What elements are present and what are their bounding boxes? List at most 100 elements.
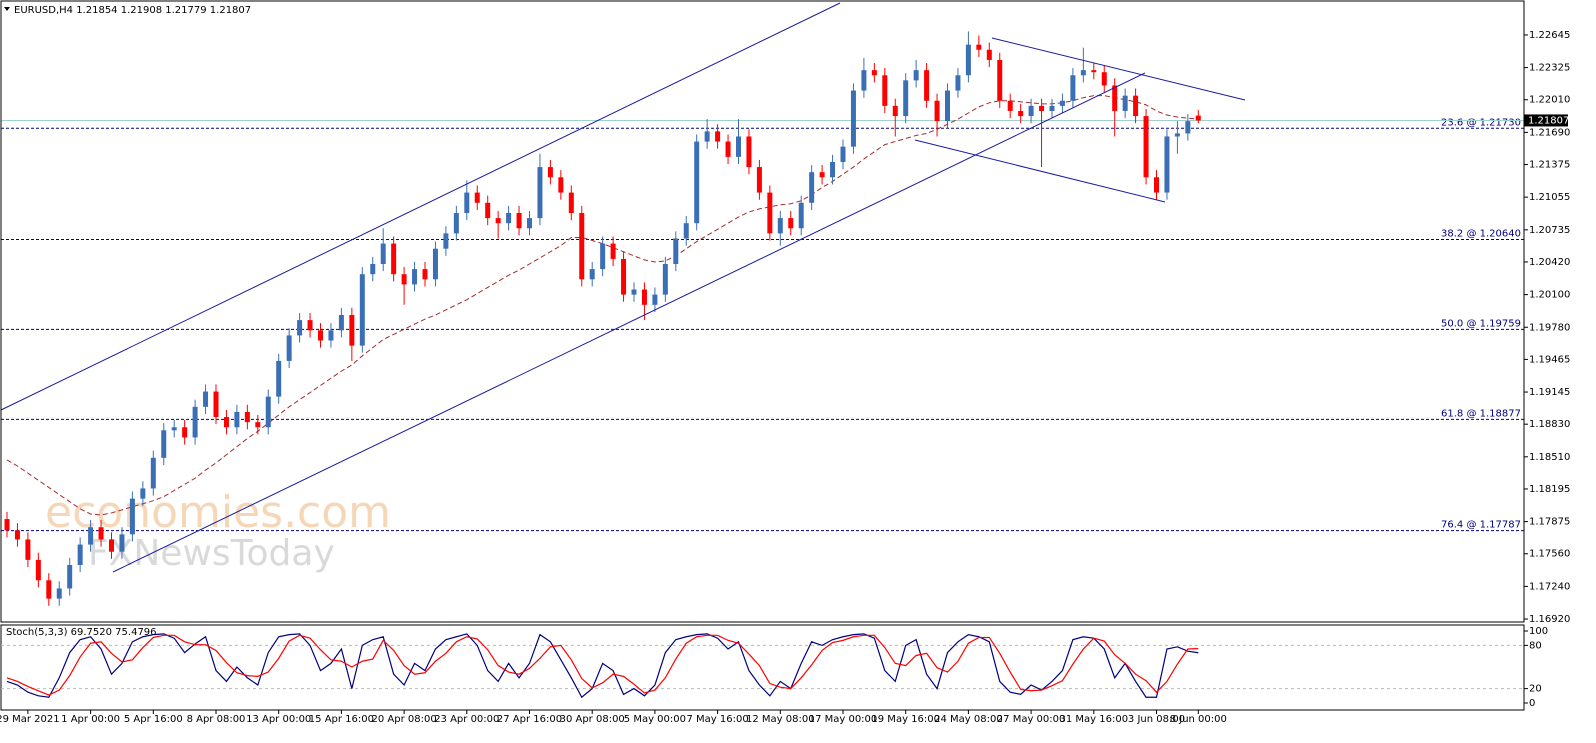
x-tick-label: 5 Apr 16:00 <box>124 714 183 725</box>
x-tick-label: 3 Jun 08:00 <box>1128 714 1185 725</box>
menu-triangle[interactable] <box>4 7 10 11</box>
candle-body <box>725 141 731 157</box>
x-tick-label: 24 May 08:00 <box>934 714 1003 725</box>
x-tick-label: 13 Apr 00:00 <box>246 714 311 725</box>
candle-body <box>1101 72 1107 86</box>
stoch-line <box>6 634 1199 696</box>
y-tick-label: 1.19780 <box>1529 322 1570 333</box>
candle-body <box>192 406 198 438</box>
candle-body <box>652 294 658 305</box>
y-tick-label: 80 <box>1529 640 1542 651</box>
candle-body <box>1174 133 1180 137</box>
candle-body <box>1164 136 1170 193</box>
candle-body <box>683 223 689 239</box>
candle-body <box>579 212 585 280</box>
x-tick-label: 8 Apr 08:00 <box>187 714 246 725</box>
candle-body <box>1070 75 1076 101</box>
candle-body <box>1007 100 1013 111</box>
candle-body <box>621 258 627 295</box>
y-tick-label: 1.17240 <box>1529 581 1570 592</box>
candle-body <box>140 488 146 499</box>
candle-body <box>767 192 773 234</box>
price-frame <box>0 0 1525 623</box>
candle-body <box>286 335 292 361</box>
candle-body <box>976 44 982 50</box>
candle-body <box>297 320 303 336</box>
candle-body <box>1185 121 1191 134</box>
candle-body <box>119 534 125 552</box>
candle-body <box>892 105 898 117</box>
x-tick-label: 12 May 08:00 <box>746 714 815 725</box>
x-tick-label: 31 May 16:00 <box>1060 714 1129 725</box>
candle-body <box>589 269 595 280</box>
candle-body <box>861 70 867 91</box>
candle-body <box>1195 115 1201 121</box>
candle-body <box>35 559 41 581</box>
candle-body <box>715 131 721 142</box>
candle-body <box>777 218 783 234</box>
candle-body <box>830 161 836 178</box>
level-label: 38.2 @ 1.20640 <box>1441 229 1521 240</box>
candle-body <box>370 263 376 275</box>
candle-body <box>945 90 950 122</box>
candle-body <box>871 70 877 76</box>
y-tick-label: 1.18510 <box>1529 452 1570 463</box>
candle-body <box>338 315 344 331</box>
channel-line <box>991 37 1246 101</box>
candle-body <box>610 243 616 259</box>
stoch-line <box>6 633 1199 699</box>
candle-body <box>234 411 240 428</box>
candle-body <box>631 289 637 295</box>
candle-body <box>850 90 856 147</box>
candle-body <box>934 100 940 122</box>
candle-body <box>25 539 31 560</box>
candle-body <box>1133 95 1139 117</box>
candle-body <box>516 212 522 229</box>
candle-body <box>1143 116 1149 178</box>
candle-body <box>746 136 752 168</box>
candle-body <box>547 167 553 178</box>
y-tick-label: 1.20735 <box>1529 225 1570 236</box>
y-tick-label: 1.21375 <box>1529 160 1570 171</box>
candle-body <box>819 172 825 178</box>
candle-body <box>244 411 250 423</box>
y-tick-label: 1.19465 <box>1529 354 1570 365</box>
candle-body <box>318 330 323 341</box>
candle-body <box>67 564 73 589</box>
candle-body <box>443 233 449 249</box>
trendlines <box>0 2 1246 573</box>
candle-body <box>276 360 282 397</box>
candle-body <box>1028 105 1034 117</box>
level-label: 61.8 @ 1.18877 <box>1441 408 1521 419</box>
y-tick-label: 1.19145 <box>1529 387 1570 398</box>
candle-body <box>1018 110 1024 117</box>
y-tick-label: 1.18195 <box>1529 484 1570 495</box>
y-tick-label: 1.22010 <box>1529 95 1570 106</box>
candle-body <box>203 391 209 407</box>
candle-body <box>903 80 909 117</box>
candle-body <box>255 422 261 428</box>
candle-body <box>788 218 794 229</box>
y-tick-label: 100 <box>1529 626 1548 637</box>
y-tick-label: 1.21055 <box>1529 192 1570 203</box>
candle-body <box>1059 100 1065 106</box>
candle-body <box>600 243 606 270</box>
level-label: 50.0 @ 1.19759 <box>1441 318 1521 329</box>
candle-body <box>1091 70 1097 73</box>
candle-body <box>14 530 20 540</box>
y-tick-label: 1.20420 <box>1529 257 1570 268</box>
candle-body <box>401 274 407 285</box>
x-tick-label: 15 Apr 16:00 <box>309 714 374 725</box>
x-tick-label: 5 May 00:00 <box>624 714 686 725</box>
candle-body <box>798 202 804 229</box>
x-tick-label: 8 Jun 00:00 <box>1170 714 1227 725</box>
x-tick-label: 27 May 00:00 <box>997 714 1066 725</box>
candle-body <box>485 202 491 219</box>
channel-line <box>112 72 1146 573</box>
y-tick-label: 1.22325 <box>1529 63 1570 74</box>
candle-body <box>736 136 741 157</box>
stoch-title: Stoch(5,3,3) 69.7520 75.4796 <box>6 627 157 638</box>
candle-body <box>506 212 512 224</box>
